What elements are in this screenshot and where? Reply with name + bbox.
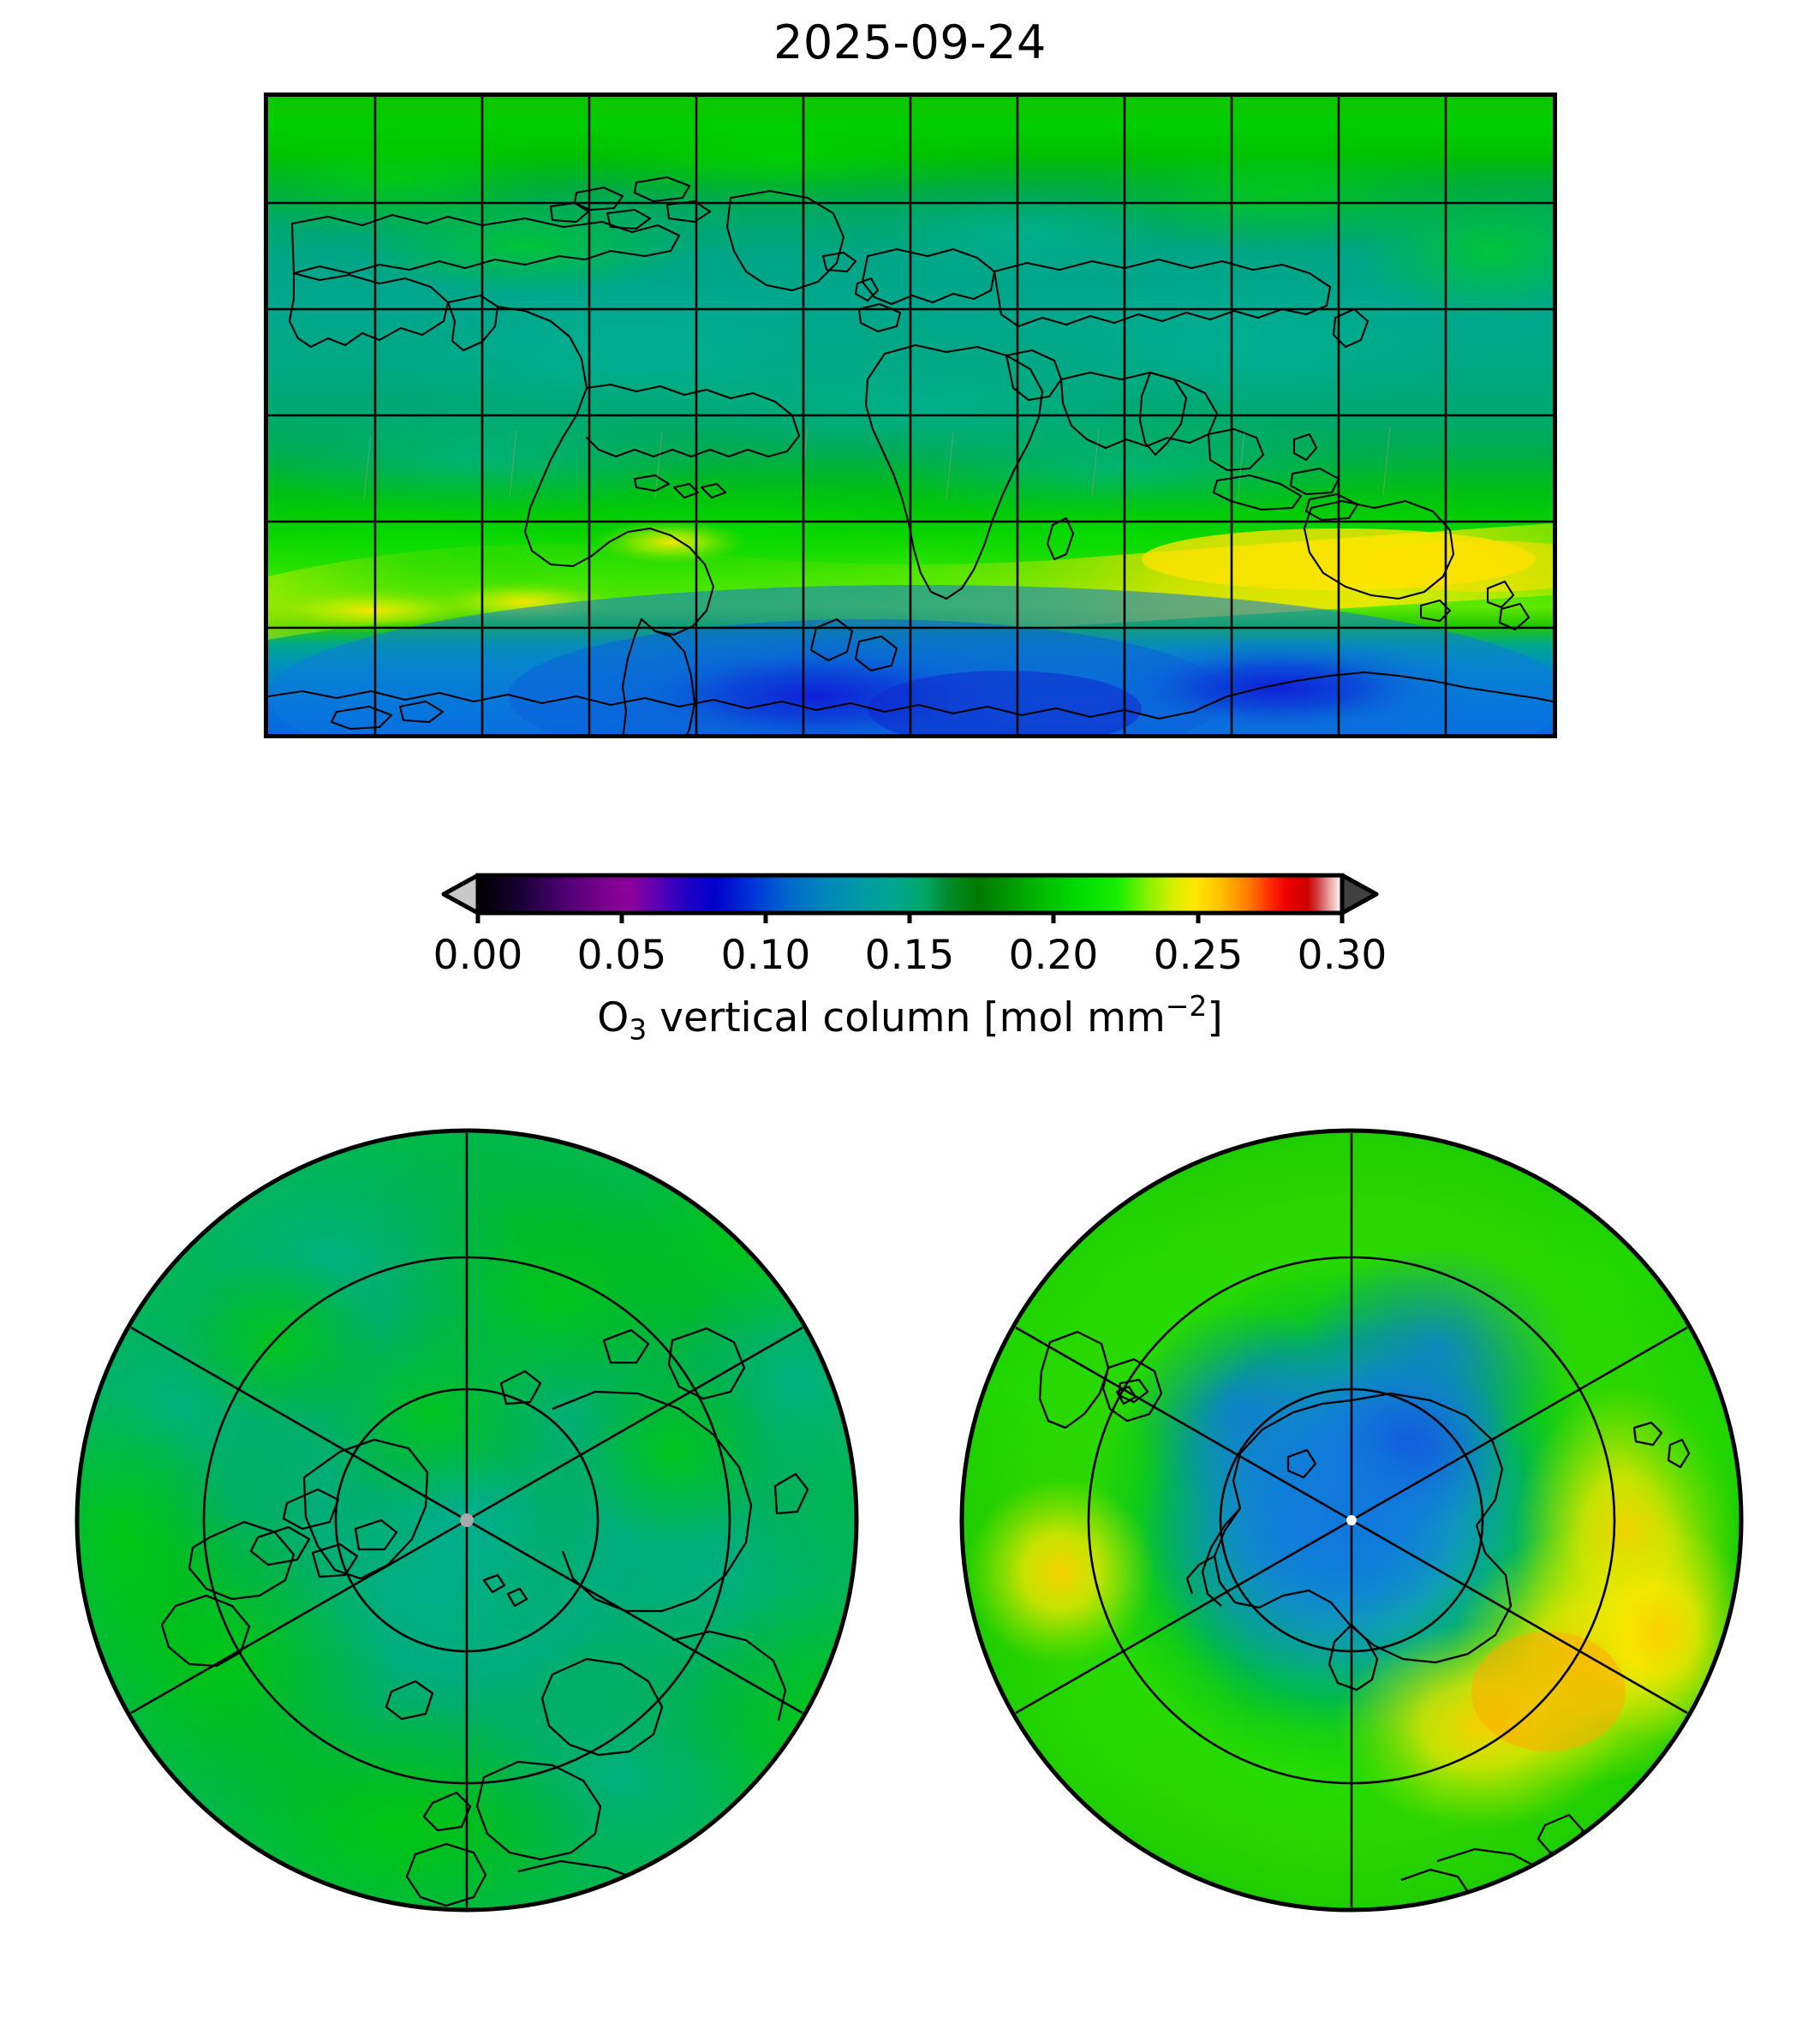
polar-north-plot bbox=[73, 1126, 861, 1914]
global-ozone-map bbox=[264, 92, 1557, 738]
colorbar-label-end: ] bbox=[1207, 994, 1223, 1042]
colorbar-tick-2: 0.10 bbox=[720, 932, 811, 979]
map-graticule bbox=[268, 97, 1553, 734]
map-scan-striping bbox=[363, 427, 1391, 500]
colorbar-canvas bbox=[441, 873, 1379, 937]
colorbar-label-middle: vertical column [mol m bbox=[647, 994, 1126, 1042]
colorbar-label-unit-exponent-base: m bbox=[1125, 994, 1166, 1042]
colorbar-tick-labels: 0.00 0.05 0.10 0.15 0.20 0.25 0.30 bbox=[403, 932, 1422, 983]
polar-south-pole-marker bbox=[1346, 1515, 1357, 1525]
colorbar-extend-high bbox=[1340, 873, 1379, 916]
polar-north-canvas bbox=[75, 1128, 859, 1913]
polar-north-boundary bbox=[75, 1128, 859, 1913]
colorbar-tick-5: 0.25 bbox=[1153, 932, 1244, 979]
colorbar-label-subscript: 3 bbox=[629, 1012, 647, 1047]
colorbar-label-superscript: −2 bbox=[1165, 989, 1208, 1023]
colorbar-tick-0: 0.00 bbox=[433, 932, 523, 979]
colorbar bbox=[403, 863, 1422, 937]
polar-south-canvas bbox=[959, 1128, 1744, 1913]
colorbar-gradient bbox=[475, 873, 1345, 916]
polar-south-plot bbox=[958, 1126, 1745, 1914]
polar-south-boundary bbox=[959, 1128, 1744, 1913]
map-coastlines bbox=[268, 176, 1553, 734]
colorbar-axis-label: O3 vertical column [mol mm−2] bbox=[0, 989, 1820, 1046]
figure-title: 2025-09-24 bbox=[773, 15, 1047, 69]
colorbar-tick-6: 0.30 bbox=[1297, 932, 1387, 979]
global-map-canvas bbox=[268, 97, 1553, 734]
colorbar-extend-low bbox=[441, 873, 480, 916]
polar-north-pole-marker bbox=[460, 1513, 474, 1527]
colorbar-tick-3: 0.15 bbox=[864, 932, 955, 979]
colorbar-label-species: O bbox=[597, 994, 630, 1042]
colorbar-tick-4: 0.20 bbox=[1008, 932, 1099, 979]
colorbar-tick-1: 0.05 bbox=[576, 932, 667, 979]
